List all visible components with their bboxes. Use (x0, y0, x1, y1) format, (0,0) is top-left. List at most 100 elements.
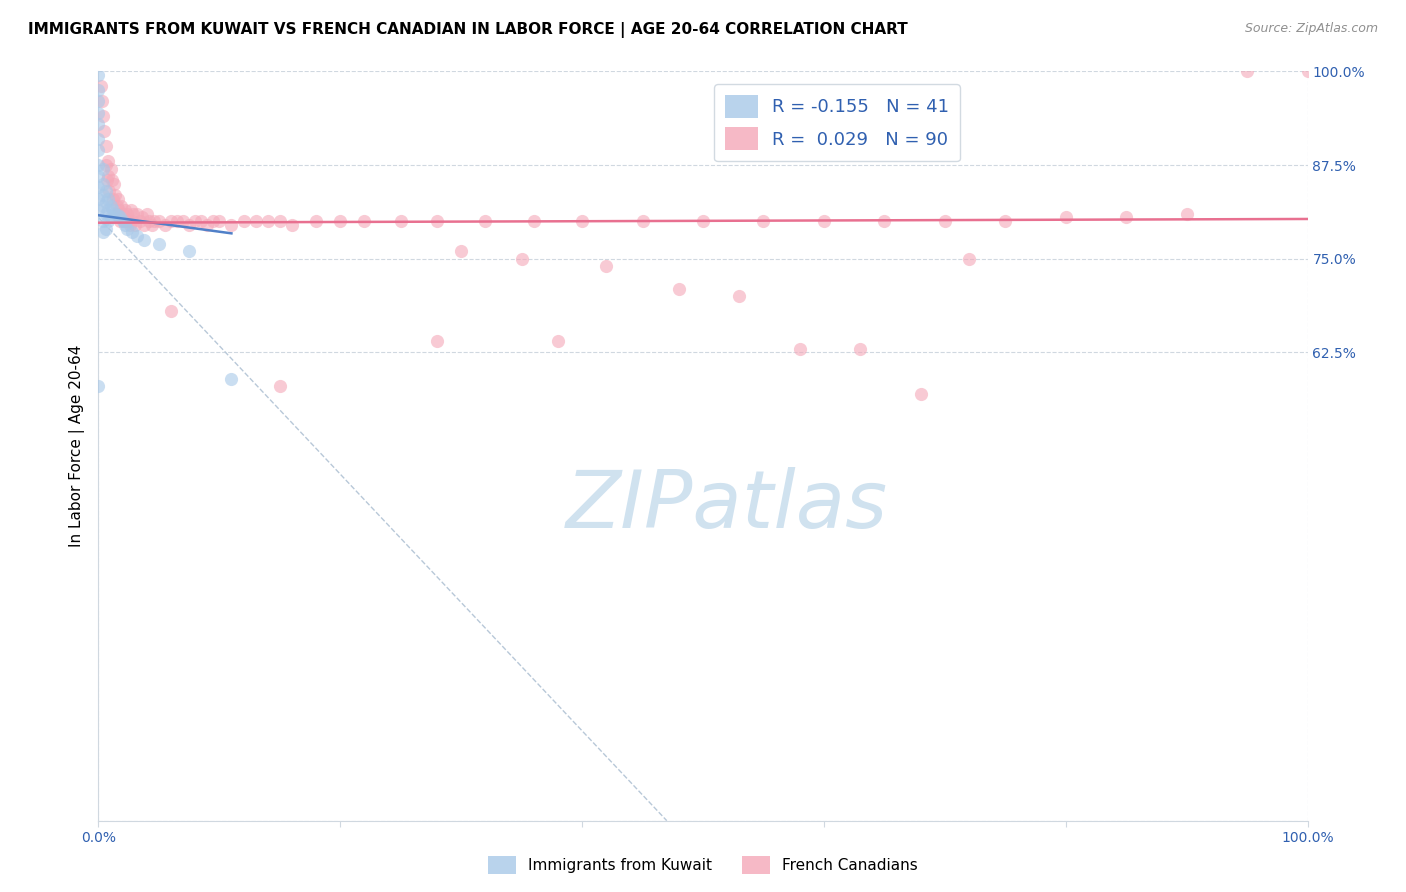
Point (91, 226, 114, 240)
Point (87, 105, 110, 120)
Point (94, 184, 117, 198)
Point (1115, 211, 1137, 225)
Point (91, 161, 114, 176)
Point (571, 214, 593, 228)
Point (118, 218, 141, 232)
Point (87, 169, 110, 184)
Point (98, 184, 121, 198)
Point (91, 177, 114, 191)
Point (389, 214, 412, 228)
Point (111, 207, 134, 221)
Point (94, 207, 117, 221)
Text: ZIPatlas: ZIPatlas (567, 467, 889, 545)
Point (910, 386, 932, 401)
Point (269, 214, 291, 228)
Point (728, 289, 751, 303)
Point (134, 233, 156, 247)
Point (353, 214, 375, 228)
Point (105, 207, 128, 221)
Point (232, 214, 254, 228)
Text: IMMIGRANTS FROM KUWAIT VS FRENCH CANADIAN IN LABOR FORCE | AGE 20-64 CORRELATION: IMMIGRANTS FROM KUWAIT VS FRENCH CANADIA… (28, 22, 908, 38)
Point (1054, 211, 1077, 225)
Point (104, 188, 127, 202)
Point (148, 214, 170, 228)
Point (87, 95, 110, 109)
Point (166, 214, 188, 228)
Point (523, 214, 546, 228)
Point (114, 218, 136, 232)
Point (87, 192, 110, 206)
Point (124, 218, 146, 232)
Point (269, 379, 291, 393)
Legend: R = -0.155   N = 41, R =  0.029   N = 90: R = -0.155 N = 41, R = 0.029 N = 90 (714, 84, 960, 161)
Point (752, 214, 775, 228)
Point (91, 199, 114, 213)
Point (97, 154, 120, 169)
Point (957, 252, 980, 266)
Point (190, 214, 212, 228)
Legend: Immigrants from Kuwait, French Canadians: Immigrants from Kuwait, French Canadians (482, 850, 924, 880)
Point (87, 143, 110, 157)
Point (94, 139, 117, 153)
Point (1175, 207, 1198, 221)
Point (120, 202, 142, 217)
Point (256, 214, 278, 228)
Point (134, 218, 156, 232)
Point (143, 214, 166, 228)
Point (1236, 64, 1258, 78)
Point (873, 214, 896, 228)
Point (121, 214, 143, 228)
Point (131, 211, 153, 225)
Point (329, 214, 352, 228)
Point (184, 214, 207, 228)
Point (100, 173, 122, 187)
Point (97, 169, 120, 184)
Point (94, 221, 117, 235)
Point (121, 226, 143, 240)
Point (426, 214, 449, 228)
Point (994, 214, 1017, 228)
Point (91, 95, 114, 109)
Point (141, 218, 163, 232)
Point (108, 202, 131, 217)
Point (450, 244, 472, 259)
Point (305, 214, 328, 228)
Point (118, 214, 141, 228)
Point (547, 334, 569, 348)
Point (87, 117, 110, 131)
Point (90, 79, 112, 94)
Point (115, 214, 138, 228)
Point (138, 214, 160, 228)
Point (172, 214, 194, 228)
Point (849, 342, 872, 356)
Point (127, 229, 149, 244)
Point (160, 214, 183, 228)
Point (510, 252, 533, 266)
Point (87, 83, 110, 97)
Point (245, 214, 267, 228)
Point (87, 202, 110, 217)
Point (101, 202, 124, 217)
Point (208, 214, 231, 228)
Point (135, 207, 157, 221)
Point (114, 202, 136, 217)
Point (474, 214, 496, 228)
Point (103, 177, 125, 191)
Point (91, 188, 114, 202)
Point (153, 218, 176, 232)
Point (595, 259, 617, 273)
Point (934, 214, 956, 228)
Point (127, 207, 149, 221)
Point (87, 180, 110, 194)
Point (107, 192, 129, 206)
Point (1296, 64, 1319, 78)
Point (202, 214, 225, 228)
Point (91, 109, 114, 123)
Point (631, 214, 654, 228)
Point (160, 304, 183, 318)
Point (148, 236, 170, 251)
Point (789, 342, 811, 356)
Point (97, 202, 120, 217)
Point (96, 173, 118, 187)
Point (108, 214, 131, 228)
